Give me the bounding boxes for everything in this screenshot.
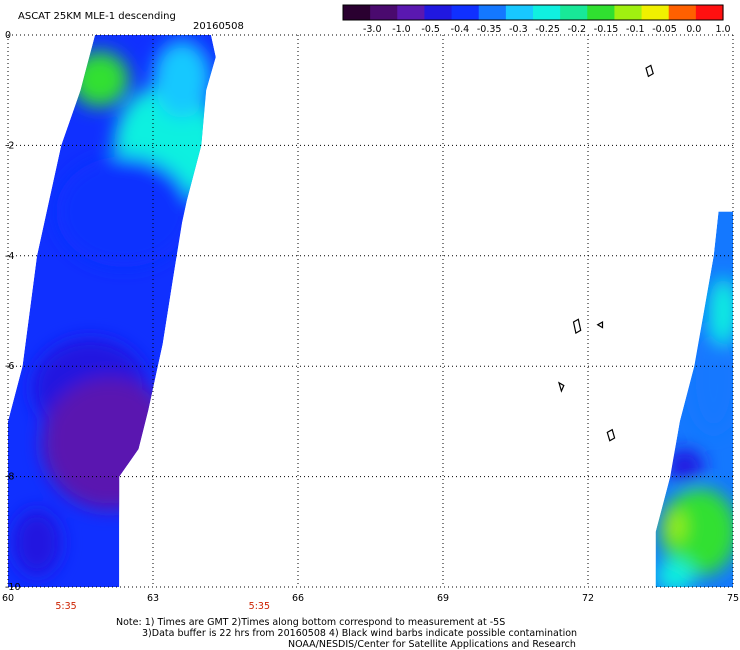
swath-0 [8,35,216,587]
swath-zone [56,156,192,267]
colorbar-label: 0.0 [686,24,701,35]
swath-zone [689,322,733,433]
colorbar-swatch [587,5,616,20]
swath-zone [655,559,695,587]
swath-zones [655,277,733,587]
colorbar-label: -3.0 [363,24,382,35]
island-outline [558,381,565,393]
swath-1 [655,211,733,587]
colorbar-swatch [505,5,534,20]
colorbar-label: -0.35 [477,24,502,35]
y-tick-label: -10 [5,582,21,593]
y-tick-label: 0 [5,30,11,41]
colorbar-swatch [424,5,453,20]
time-label: 5:35 [55,601,76,612]
colorbar-legend: -3.0 -1.0 -0.5 -0.4 -0.35 -0.3 -0.25 -0.2 -0.15-… [342,4,731,35]
time-label: 5:35 [249,601,270,612]
colorbar-label: -0.3 [509,24,528,35]
colorbar-swatch [370,5,398,20]
colorbar-label: -0.2 [568,24,587,35]
y-axis-ticks: 0 -2 -4 -6 -8 -10 [5,30,21,593]
y-tick-label: -4 [5,251,14,262]
x-axis-ticks: 60 63 66 69 72 75 [2,593,739,604]
colorbar-swatch [397,5,426,20]
grid-lines [7,34,734,588]
swath-zone [41,377,178,510]
colorbar-swatch [695,5,724,20]
time-labels: 5:35 5:35 [55,601,270,612]
colorbar-label: -0.5 [421,24,440,35]
colorbar-swatch [614,5,643,20]
swath-zone [660,487,733,576]
colorbar-label: -1.0 [392,24,411,35]
colorbar-label: -0.15 [594,24,619,35]
colorbar-swatch [478,5,507,20]
x-tick-label: 75 [727,593,739,604]
y-tick-label: -6 [5,361,14,372]
island-outline [596,320,604,329]
note-line-1: Note: 1) Times are GMT 2)Times along bot… [116,617,505,628]
swath-zone [153,40,211,118]
x-tick-label: 69 [437,593,449,604]
chart-date: 20160508 [193,21,244,32]
y-tick-label: -2 [5,140,14,151]
colorbar-label: -0.25 [535,24,560,35]
colorbar-label: -0.1 [626,24,645,35]
colorbar-swatch [668,5,697,20]
x-tick-label: 63 [147,593,159,604]
swath-zone [143,498,192,543]
swath-zone [665,449,705,483]
colorbar-swatch [343,5,371,20]
colorbar-swatch [533,5,561,20]
colorbar-label: 1.0 [715,24,730,35]
colorbar-swatch [451,5,480,20]
colorbar-swatch [560,5,588,20]
island-outline [606,428,616,442]
colorbar-label: -0.4 [451,24,470,35]
chart-title: ASCAT 25KM MLE-1 descending [18,11,176,22]
island-outline [645,64,654,78]
swath-zone [70,51,129,107]
swath-layer [8,35,733,587]
swath-zone [157,509,216,576]
x-tick-label: 66 [292,593,304,604]
colorbar-swatch [641,5,670,20]
credit-line: NOAA/NESDIS/Center for Satellite Applica… [288,639,576,650]
colorbar-frame [342,4,724,21]
x-tick-label: 72 [582,593,594,604]
y-tick-label: -8 [5,472,14,483]
note-line-2: 3)Data buffer is 22 hrs from 20160508 4)… [142,628,577,639]
x-tick-label: 60 [2,593,14,604]
island-outlines [558,64,654,442]
colorbar-label: -0.05 [652,24,677,35]
swath-zone [708,277,733,345]
swath-zone [12,509,62,576]
swath-zone [665,509,685,543]
island-outline [572,318,582,335]
